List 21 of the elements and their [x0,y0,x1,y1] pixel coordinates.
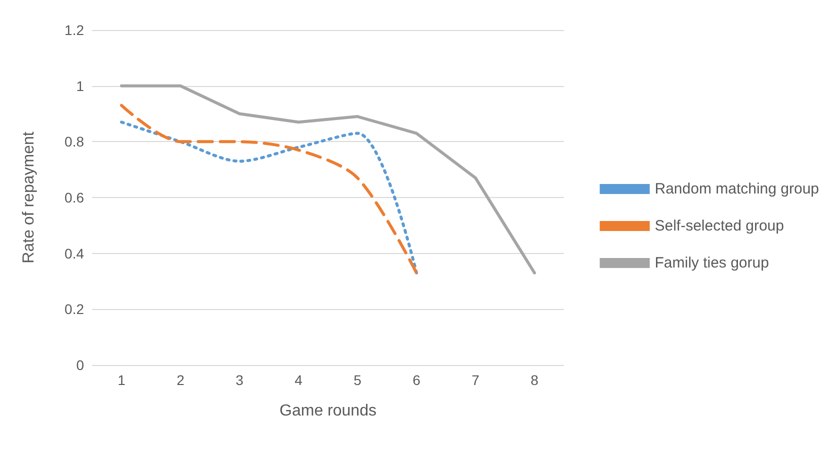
x-axis-title: Game rounds [280,402,376,420]
legend-label: Random matching group [654,180,820,198]
x-tick-label: 1 [118,372,126,388]
line-series [120,84,536,274]
y-tick-label: 0.2 [64,301,84,318]
y-axis-title: Rate of repayment [20,131,38,264]
y-tick-label: 1 [76,78,84,94]
y-tick-label: 0 [76,357,84,373]
legend-label: Family ties gorup [654,254,769,272]
y-tick-label: 1.2 [64,22,84,38]
x-tick-label: 5 [354,372,362,388]
x-tick-label: 4 [294,372,303,388]
x-tick-label: 7 [472,372,480,388]
x-tick-label: 2 [176,372,185,388]
x-tick-label: 3 [236,372,244,388]
x-tick-label: 6 [412,372,421,388]
legend-label: Self-selected group [654,218,784,234]
y-tick-label: 0.8 [64,134,84,150]
y-tick-label: 0.4 [64,245,84,262]
y-tick-label: 0.6 [64,190,84,206]
x-tick-label: 8 [530,372,539,388]
